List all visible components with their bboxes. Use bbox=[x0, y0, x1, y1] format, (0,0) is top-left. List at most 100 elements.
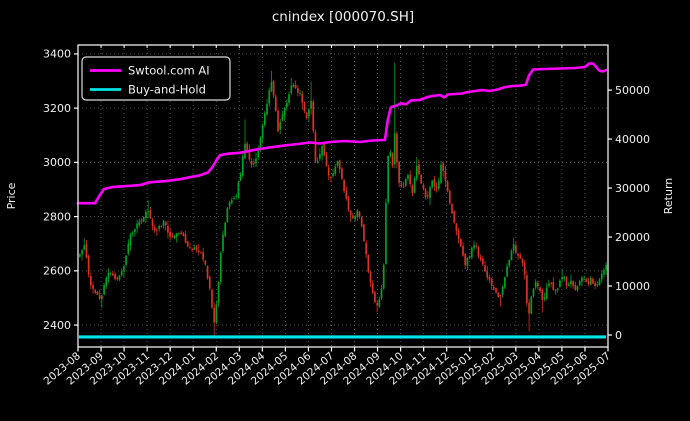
candle-body bbox=[94, 290, 97, 293]
candle-body bbox=[594, 282, 596, 287]
candle-body bbox=[404, 179, 407, 186]
candle-body bbox=[303, 102, 306, 112]
candle-body bbox=[184, 234, 187, 243]
candle-body bbox=[270, 82, 273, 92]
candle-body bbox=[504, 277, 506, 288]
candle-body bbox=[598, 279, 601, 285]
candle-body bbox=[497, 292, 500, 297]
candle-body bbox=[459, 239, 462, 247]
candle-body bbox=[156, 229, 158, 231]
candle-body bbox=[440, 164, 442, 183]
candle-body bbox=[149, 210, 152, 219]
candle-body bbox=[473, 244, 475, 249]
candle-body bbox=[596, 284, 599, 286]
candle-body bbox=[195, 246, 198, 250]
candle-body bbox=[490, 278, 493, 286]
candle-body bbox=[208, 276, 211, 289]
candle-body bbox=[290, 85, 293, 94]
candle-body bbox=[488, 277, 491, 280]
candle-body bbox=[451, 204, 453, 214]
right-tick-label: 40000 bbox=[615, 133, 650, 146]
candle-body bbox=[182, 232, 185, 236]
candle-body bbox=[288, 94, 290, 103]
candle-body bbox=[327, 167, 330, 176]
candle-body bbox=[228, 202, 231, 207]
candle-body bbox=[257, 150, 260, 158]
candle-body bbox=[330, 176, 332, 178]
candle-body bbox=[400, 183, 403, 185]
candle-body bbox=[567, 284, 570, 286]
candle-body bbox=[356, 210, 359, 217]
candle-body bbox=[268, 90, 271, 104]
candle-body bbox=[186, 241, 189, 247]
candle-body bbox=[145, 211, 147, 218]
candle-body bbox=[561, 277, 563, 280]
candle-body bbox=[429, 187, 431, 198]
candle-body bbox=[297, 88, 299, 93]
candle-body bbox=[105, 277, 108, 287]
candle-body bbox=[213, 307, 216, 323]
candle-body bbox=[336, 161, 339, 166]
candle-body bbox=[574, 285, 577, 290]
legend-label-buyhold: Buy-and-Hold bbox=[128, 83, 206, 97]
candle-body bbox=[215, 304, 218, 323]
candle-body bbox=[578, 281, 581, 286]
candle-body bbox=[219, 252, 222, 282]
left-tick-label: 2800 bbox=[43, 210, 71, 223]
candle-body bbox=[506, 266, 508, 277]
candle-body bbox=[358, 211, 361, 217]
candle-body bbox=[334, 166, 337, 174]
candle-body bbox=[87, 255, 90, 275]
candle-body bbox=[189, 247, 191, 249]
candle-body bbox=[175, 233, 178, 237]
candle-body bbox=[393, 133, 396, 164]
left-tick-label: 3000 bbox=[43, 156, 71, 169]
candle-body bbox=[499, 295, 502, 297]
candle-body bbox=[301, 93, 304, 103]
left-tick-label: 3400 bbox=[43, 48, 71, 61]
candle-body bbox=[391, 153, 394, 166]
candle-body bbox=[541, 289, 544, 300]
candle-body bbox=[138, 221, 141, 226]
candle-body bbox=[433, 179, 436, 187]
candle-body bbox=[224, 222, 227, 236]
candle-body bbox=[81, 250, 83, 255]
candle-body bbox=[281, 114, 284, 121]
candle-body bbox=[237, 182, 240, 198]
candle-body bbox=[532, 288, 535, 297]
candle-body bbox=[158, 225, 160, 229]
candle-body bbox=[153, 227, 156, 231]
legend: Swtool.com AI Buy-and-Hold bbox=[81, 56, 231, 101]
candle-body bbox=[162, 220, 165, 226]
candle-body bbox=[140, 219, 143, 222]
candle-body bbox=[581, 277, 583, 282]
candle-body bbox=[426, 195, 429, 197]
candle-body bbox=[178, 232, 180, 234]
candle-body bbox=[585, 279, 588, 282]
candle-body bbox=[292, 85, 295, 87]
candle-body bbox=[272, 81, 275, 96]
candle-body bbox=[398, 161, 401, 183]
candle-body bbox=[396, 133, 398, 163]
candle-body bbox=[283, 107, 286, 116]
candle-body bbox=[583, 278, 585, 280]
candle-body bbox=[422, 184, 425, 189]
candle-body bbox=[354, 216, 356, 220]
candle-body bbox=[136, 223, 138, 229]
candle-body bbox=[479, 256, 482, 260]
candle-body bbox=[222, 234, 224, 252]
candle-body bbox=[537, 283, 539, 287]
candle-body bbox=[248, 149, 251, 160]
candle-body bbox=[521, 259, 524, 263]
right-axis-label: Return bbox=[662, 178, 675, 215]
candle-body bbox=[129, 234, 132, 246]
candle-body bbox=[534, 281, 537, 288]
candle-body bbox=[515, 245, 517, 253]
candle-body bbox=[468, 256, 471, 259]
candle-body bbox=[554, 290, 557, 292]
candle-body bbox=[116, 277, 119, 280]
candle-body bbox=[484, 265, 486, 272]
candle-body bbox=[563, 276, 566, 279]
candle-body bbox=[92, 285, 94, 289]
candle-body bbox=[418, 164, 420, 175]
